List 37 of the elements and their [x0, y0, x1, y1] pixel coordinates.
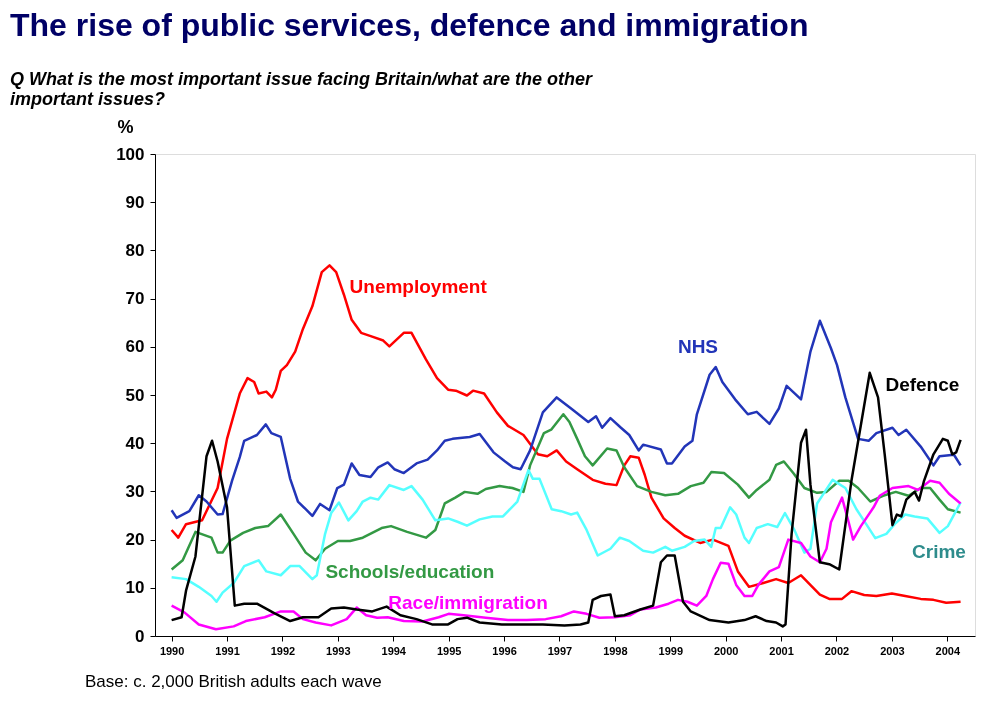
y-tick-label: 40: [125, 433, 145, 453]
series-label: Schools/education: [325, 560, 495, 582]
y-tick-label: 50: [125, 385, 145, 405]
x-tick-label: 1996: [492, 644, 517, 657]
x-tick-label: 2002: [824, 644, 850, 657]
x-tick-label: 1997: [547, 644, 573, 657]
series-label: Unemployment: [349, 275, 488, 297]
x-tick-label: 1998: [603, 644, 628, 657]
x-tick-label: 2003: [880, 644, 905, 657]
series-label: Defence: [885, 374, 960, 396]
y-tick-label: 20: [125, 530, 145, 550]
chart-title: The rise of public services, defence and immigration: [10, 7, 809, 43]
series-label: NHS: [677, 335, 719, 357]
x-tick-label: 2004: [935, 644, 961, 657]
series-label: Crime: [912, 540, 966, 562]
x-tick-label: 2000: [713, 644, 739, 657]
x-tick-label: 1992: [270, 644, 296, 657]
y-tick-label: 30: [125, 481, 145, 501]
series-label: Race/immigration: [388, 592, 548, 614]
y-tick-label: 70: [125, 289, 145, 309]
x-tick-label: 1993: [326, 644, 351, 657]
chart-subtitle: Q What is the most important issue facing Britain/what are the other important issues?: [10, 69, 594, 109]
y-tick-label: 0: [135, 626, 145, 646]
text: Base: c. 2,000 British adults each wave: [85, 672, 382, 691]
y-tick-label: 90: [125, 192, 145, 212]
y-tick-label: 10: [125, 578, 145, 598]
y-tick-label: 80: [125, 240, 145, 260]
y-tick-label: 60: [125, 337, 145, 357]
x-tick-label: 1995: [436, 644, 462, 657]
x-tick-label: 1990: [159, 644, 185, 657]
line-series: [170, 319, 962, 520]
x-tick-label: 1999: [658, 644, 684, 657]
x-tick-label: 2001: [769, 644, 794, 657]
x-tick-label: 1991: [215, 644, 240, 657]
x-tick-label: 1994: [381, 644, 407, 657]
y-axis-title: %: [117, 116, 134, 137]
y-tick-label: 100: [116, 144, 145, 164]
